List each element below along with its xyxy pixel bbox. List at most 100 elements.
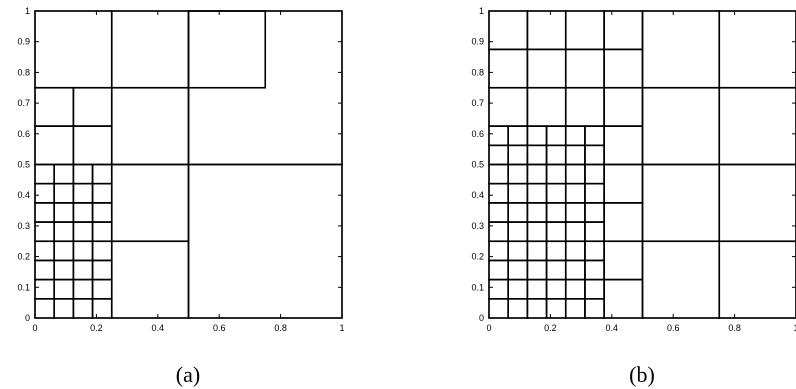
y-tick-label: 0.3 [17, 221, 30, 231]
panel-caption-a: (a) [176, 362, 200, 387]
mesh-cell [34, 10, 113, 89]
mesh-cell [584, 182, 605, 204]
mesh-cell [53, 163, 75, 185]
mesh-cell [507, 202, 529, 223]
mesh-cell [187, 10, 267, 89]
mesh-cell [526, 125, 548, 147]
y-tick-label: 1 [25, 6, 30, 16]
x-tick-label: 0 [486, 323, 491, 333]
y-tick-label: 0.9 [471, 37, 484, 47]
mesh-cell [53, 298, 75, 319]
mesh-cell [603, 202, 644, 243]
y-tick-label: 0 [25, 313, 30, 323]
mesh-cell [526, 163, 548, 185]
mesh-cell [584, 125, 605, 147]
mesh-cell [91, 163, 113, 185]
mesh-cell [584, 298, 605, 319]
mesh-cell [72, 298, 94, 319]
x-tick-label: 0.6 [213, 323, 226, 333]
mesh-cell [110, 86, 190, 166]
y-tick-label: 0 [479, 313, 484, 323]
mesh-cell [488, 240, 509, 262]
panel-a: 0 0.2 0.4 0.6 0.8 1 0 0.1 0.2 0.3 0.4 0.5 0.6 0.7 0.8 0… [17, 6, 344, 387]
mesh-cell [507, 240, 529, 262]
mesh-cell [564, 298, 586, 319]
x-tick-label: 0.8 [274, 323, 287, 333]
x-tick-label: 0.6 [667, 323, 680, 333]
mesh-cell [53, 202, 75, 223]
mesh-cell [91, 240, 113, 262]
mesh-cell [584, 202, 605, 223]
mesh-cell [72, 259, 94, 281]
mesh-cell [488, 48, 529, 89]
x-tick-label: 0 [32, 323, 37, 333]
mesh-cells-a [34, 10, 343, 319]
mesh-cell [488, 144, 509, 166]
mesh-cell [718, 163, 796, 243]
mesh-cell [718, 10, 796, 89]
mesh-cell [641, 240, 721, 319]
y-tick-label: 0.1 [471, 282, 484, 292]
y-tick-label: 0.1 [17, 282, 30, 292]
mesh-cell [507, 278, 529, 300]
mesh-cell [34, 259, 55, 281]
mesh-cell [53, 221, 75, 243]
mesh-cell [545, 259, 567, 281]
mesh-cell [507, 163, 529, 185]
y-tick-label: 0.8 [471, 67, 484, 77]
mesh-cell [91, 182, 113, 204]
mesh-cell [526, 86, 567, 127]
mesh-cell [564, 221, 586, 243]
mesh-cell [564, 10, 605, 51]
mesh-cell [564, 240, 586, 262]
y-tick-label: 0.8 [17, 67, 30, 77]
y-tick-label: 0.6 [17, 129, 30, 139]
mesh-cell [564, 144, 586, 166]
mesh-cell [34, 202, 55, 223]
mesh-cell [34, 278, 55, 300]
mesh-cell [526, 182, 548, 204]
mesh-cell [53, 240, 75, 262]
mesh-cell [110, 10, 190, 89]
mesh-cell [564, 86, 605, 127]
mesh-cell [72, 125, 113, 166]
mesh-cell [488, 10, 529, 51]
mesh-cell [488, 202, 509, 223]
mesh-cell [91, 298, 113, 319]
mesh-cell [488, 125, 509, 147]
mesh-cell [564, 182, 586, 204]
mesh-cell [488, 86, 529, 127]
mesh-cell [545, 278, 567, 300]
mesh-cell [110, 163, 190, 243]
mesh-cell [564, 48, 605, 89]
mesh-cell [53, 182, 75, 204]
mesh-cell [545, 182, 567, 204]
x-tick-label: 0.2 [90, 323, 103, 333]
mesh-cell [526, 278, 548, 300]
mesh-cell [584, 278, 605, 300]
y-tick-label: 0.5 [17, 160, 30, 170]
mesh-cell [584, 221, 605, 243]
mesh-cell [603, 10, 644, 51]
mesh-cell [603, 86, 644, 127]
mesh-cell [545, 125, 567, 147]
y-tick-label: 1 [479, 6, 484, 16]
mesh-cell [545, 240, 567, 262]
mesh-cell [488, 278, 509, 300]
y-tick-label: 0.2 [17, 252, 30, 262]
mesh-cell [53, 259, 75, 281]
mesh-cell [34, 125, 75, 166]
mesh-cell [34, 221, 55, 243]
mesh-cell [72, 86, 113, 127]
mesh-cell [603, 125, 644, 166]
mesh-cell [545, 144, 567, 166]
panel-b: 0 0.2 0.4 0.6 0.8 1 0 0.1 0.2 0.3 0.4 0.5 0.6 0.7 0.8 0… [471, 6, 796, 387]
mesh-cell [545, 298, 567, 319]
mesh-cell [34, 298, 55, 319]
mesh-cell [507, 259, 529, 281]
mesh-cell [187, 163, 343, 319]
mesh-cell [488, 163, 509, 185]
mesh-cell [91, 202, 113, 223]
mesh-cell [488, 221, 509, 243]
